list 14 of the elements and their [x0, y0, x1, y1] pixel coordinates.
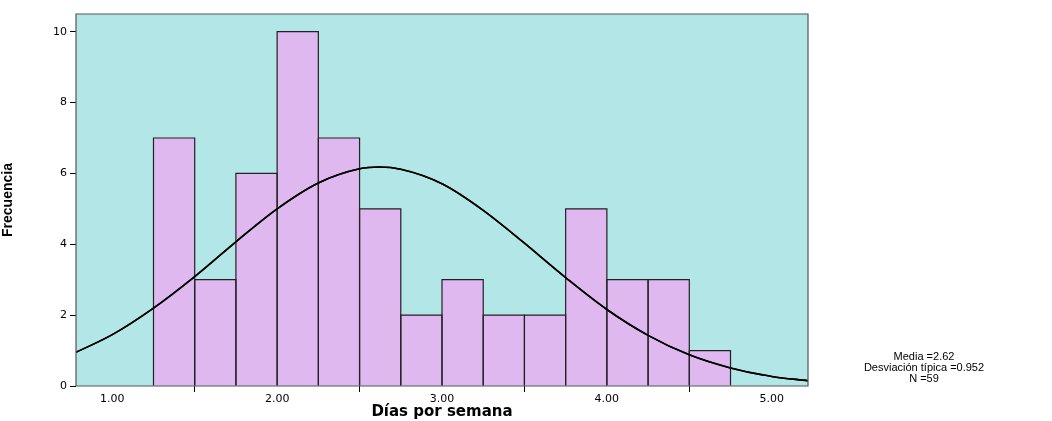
y-tick-label: 2	[60, 308, 67, 321]
y-axis-title: Frecuencia	[0, 162, 16, 237]
x-tick-label: 2.00	[264, 392, 290, 406]
y-tick-label: 4	[60, 237, 67, 251]
y-tick-label: 10	[53, 24, 67, 38]
y-tick-label: 8	[60, 95, 67, 109]
x-tick-label: 4.00	[594, 392, 620, 406]
x-tick-label: 5.00	[759, 392, 784, 406]
text: N =59	[909, 372, 939, 385]
y-tick-label: 0	[60, 378, 67, 392]
x-tick-label: 1.00	[100, 392, 125, 406]
text: Desviación típica =0.952	[863, 361, 985, 374]
y-tick-label: 6	[60, 166, 67, 180]
text: Media =2.62	[893, 350, 955, 363]
